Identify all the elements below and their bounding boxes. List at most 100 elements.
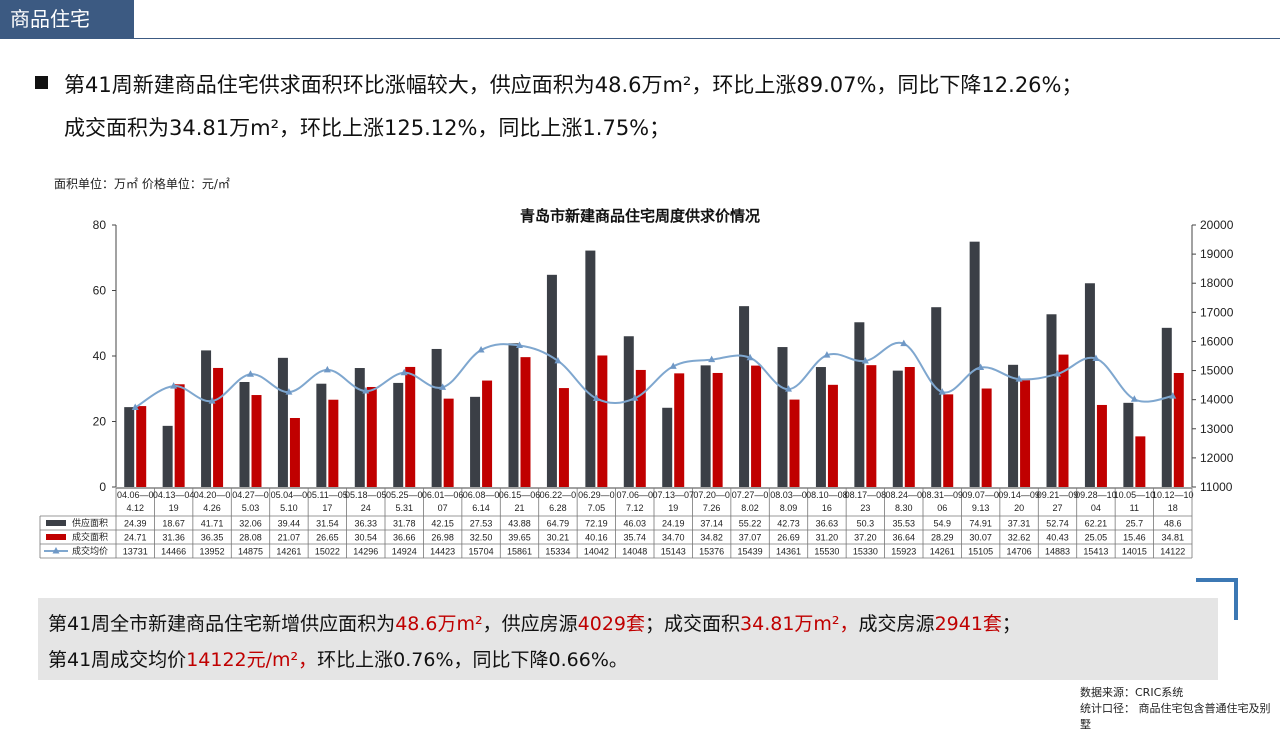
x-tick-label: 06.15—06	[499, 490, 541, 500]
table-value: 15923	[891, 547, 916, 557]
bar-supply-area	[700, 365, 711, 487]
x-tick-label: 05.04—0	[271, 490, 308, 500]
x-tick-label: 04.27—0	[232, 490, 269, 500]
price-marker	[554, 356, 562, 364]
x-tick-label: 06.08—0	[463, 490, 500, 500]
bar-supply-area	[815, 367, 826, 487]
note-deal-area: 34.81万m²，	[740, 613, 859, 635]
table-value: 14048	[622, 547, 647, 557]
bar-supply-area	[316, 383, 327, 487]
summary-text: 第41周新建商品住宅供求面积环比涨幅较大，供应面积为48.6万m²，环比上涨89…	[64, 64, 1264, 150]
x-tick-label: 05.11—05	[307, 490, 348, 500]
table-value: 35.53	[893, 519, 916, 529]
bar-supply-area	[431, 348, 442, 487]
table-value: 13731	[123, 547, 148, 557]
price-marker	[823, 351, 831, 358]
table-value: 28.29	[931, 533, 954, 543]
x-tick-label: 16	[822, 503, 832, 513]
x-tick-label: 08.03—0	[770, 490, 807, 500]
note-part: ，供应房源	[482, 613, 578, 635]
right-tick-label: 17000	[1200, 305, 1234, 319]
bar-deal-area	[635, 369, 646, 487]
bar-supply-area	[1123, 402, 1134, 487]
table-value: 31.20	[816, 533, 839, 543]
table-value: 30.07	[969, 533, 992, 543]
bar-deal-area	[251, 395, 262, 487]
price-marker	[785, 385, 792, 392]
source-line-2: 统计口径： 商品住宅包含普通住宅及别墅	[1080, 702, 1271, 731]
note-supply-units: 4029套	[577, 613, 645, 635]
bar-supply-area	[239, 382, 250, 487]
price-marker	[708, 355, 716, 363]
note-line-2: 第41周成交均价14122元/m²，环比上涨0.76%，同比下降0.66%。	[48, 642, 1218, 678]
bar-supply-area	[546, 274, 557, 487]
table-value: 72.19	[585, 519, 608, 529]
chart-title: 青岛市新建商品住宅周度供求价情况	[520, 207, 760, 225]
price-marker	[592, 394, 600, 401]
table-value: 15330	[853, 547, 878, 557]
x-tick-label: 06.29—0	[578, 490, 615, 500]
bar-deal-area	[1020, 380, 1031, 487]
price-marker	[477, 346, 485, 353]
x-tick-label: 08.17—08	[845, 490, 887, 500]
table-value: 14423	[430, 547, 455, 557]
table-value: 39.44	[278, 519, 301, 529]
price-marker	[1015, 375, 1023, 382]
legend-key-price-marker	[52, 547, 60, 554]
x-tick-label: 8.30	[895, 503, 913, 513]
note-box	[38, 598, 1218, 680]
x-tick-label: 9.13	[972, 503, 990, 513]
bar-deal-area	[328, 399, 339, 487]
x-tick-label: 18	[1168, 503, 1178, 513]
price-marker	[170, 382, 178, 389]
bar-deal-area	[943, 394, 954, 487]
table-value: 26.69	[777, 533, 800, 543]
table-value: 15861	[507, 547, 532, 557]
x-tick-label: 08.24—0	[886, 490, 923, 500]
bar-deal-area	[981, 388, 992, 487]
bar-deal-area	[904, 367, 915, 487]
table-value: 40.43	[1046, 533, 1069, 543]
bar-supply-area	[162, 425, 173, 487]
table-value: 36.33	[355, 519, 378, 529]
bar-supply-area	[277, 357, 288, 487]
table-value: 24.71	[124, 533, 147, 543]
bar-supply-area	[931, 307, 942, 487]
table-value: 15439	[738, 547, 763, 557]
table-value: 15413	[1083, 547, 1108, 557]
bar-deal-area	[1135, 436, 1146, 487]
table-value: 34.81	[1162, 533, 1185, 543]
table-value: 36.35	[201, 533, 224, 543]
table-value: 21.07	[278, 533, 301, 543]
left-tick-label: 80	[93, 218, 107, 232]
right-tick-label: 12000	[1200, 451, 1234, 465]
table-value: 14706	[1007, 547, 1032, 557]
table-value: 52.74	[1046, 519, 1069, 529]
x-tick-label: 19	[169, 503, 179, 513]
note-part: ；成交面积	[645, 613, 741, 635]
bar-deal-area	[289, 417, 300, 487]
note-part: 第41周成交均价	[48, 649, 187, 671]
x-tick-label: 08.31—09	[921, 490, 963, 500]
right-tick-label: 11000	[1200, 480, 1233, 494]
note-part: 成交房源	[858, 613, 935, 635]
x-tick-label: 6.14	[472, 503, 490, 513]
table-value: 25.7	[1126, 519, 1144, 529]
bar-supply-area	[1046, 314, 1057, 487]
x-tick-label: 07.06—0	[617, 490, 654, 500]
table-value: 54.9	[933, 519, 951, 529]
x-tick-label: 4.26	[203, 503, 221, 513]
x-tick-label: 5.10	[280, 503, 298, 513]
x-tick-label: 7.26	[703, 503, 721, 513]
note-part: 环比上涨0.76%，同比下降0.66%。	[317, 649, 628, 671]
x-tick-label: 11	[1130, 503, 1139, 513]
x-tick-label: 24	[361, 503, 371, 513]
x-tick-label: 7.12	[626, 503, 644, 513]
x-tick-label: 5.31	[395, 503, 413, 513]
table-value: 26.98	[431, 533, 454, 543]
price-marker	[323, 365, 331, 373]
x-tick-label: 07.13—07	[652, 490, 694, 500]
table-value: 28.08	[239, 533, 262, 543]
x-tick-label: 04.20—0	[194, 490, 231, 500]
table-value: 37.20	[854, 533, 877, 543]
